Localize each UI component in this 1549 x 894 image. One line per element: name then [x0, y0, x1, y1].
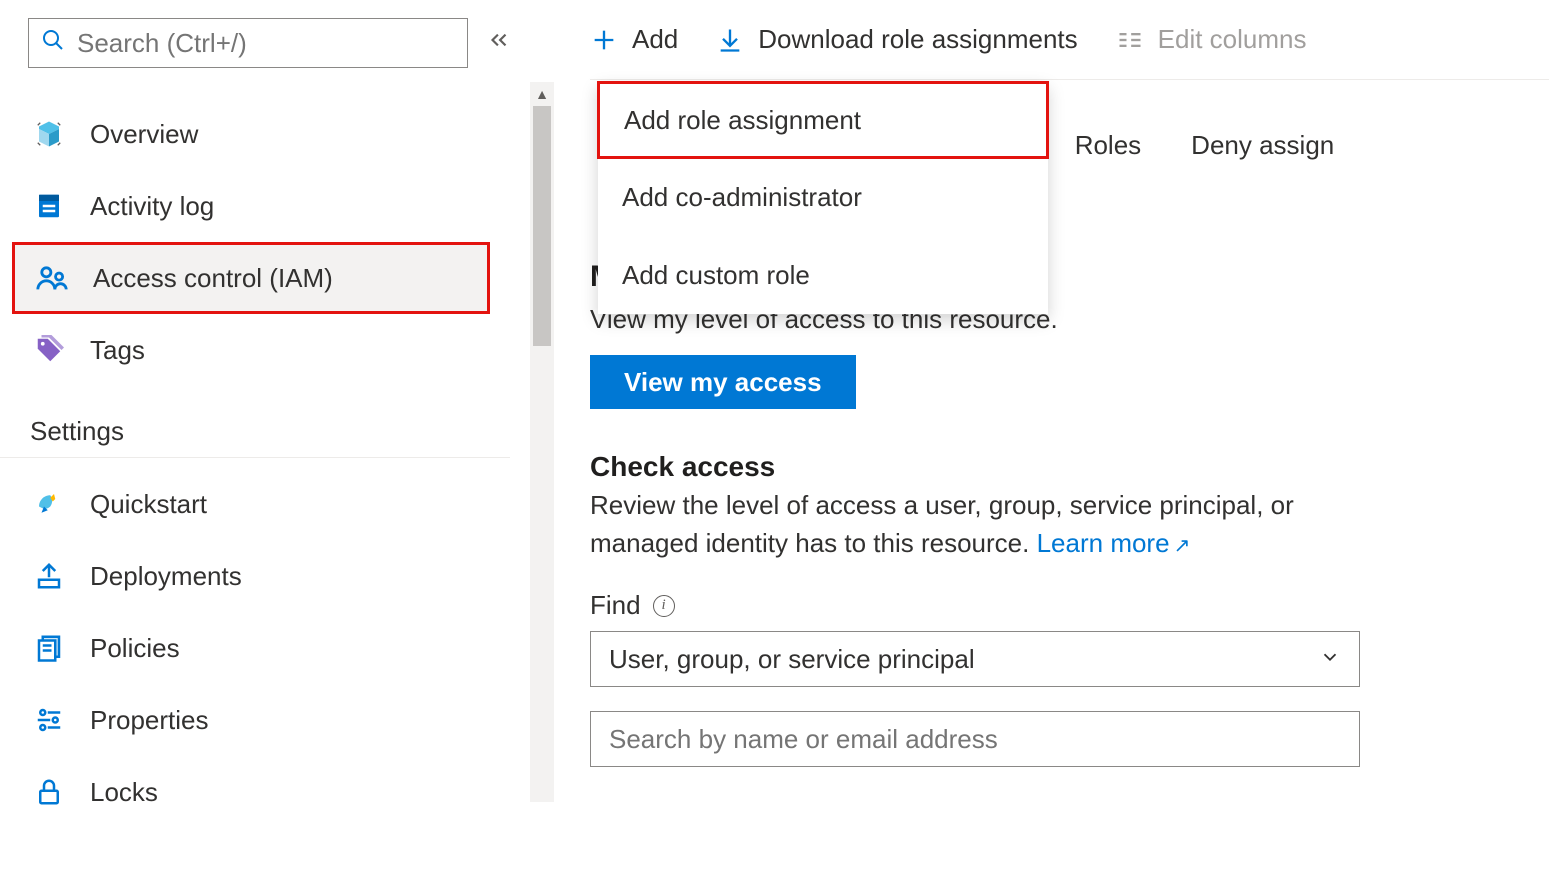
download-role-assignments-button[interactable]: Download role assignments [716, 24, 1077, 55]
learn-more-link[interactable]: Learn more↗ [1037, 528, 1191, 558]
external-link-icon: ↗ [1174, 535, 1191, 557]
sidebar-item-activity-log[interactable]: Activity log [0, 170, 530, 242]
sidebar-item-deployments[interactable]: Deployments [0, 540, 530, 612]
tags-icon [32, 333, 66, 367]
columns-icon [1116, 26, 1144, 54]
tab-deny-assignments[interactable]: Deny assign [1191, 130, 1334, 161]
sidebar-item-label: Access control (IAM) [93, 263, 333, 294]
add-button[interactable]: Add [590, 24, 678, 55]
sidebar-item-access-control[interactable]: Access control (IAM) [12, 242, 490, 314]
check-access-description: Review the level of access a user, group… [590, 487, 1360, 562]
button-label: View my access [624, 367, 822, 398]
plus-icon [590, 26, 618, 54]
log-icon [32, 189, 66, 223]
sidebar: ▲ Overview Activity log Access contr [0, 0, 530, 894]
sidebar-item-label: Deployments [90, 561, 242, 592]
lock-icon [32, 775, 66, 809]
search-icon [41, 28, 65, 59]
sidebar-section-settings: Settings [0, 386, 510, 458]
sidebar-item-label: Tags [90, 335, 145, 366]
menu-item-add-custom-role[interactable]: Add custom role [598, 236, 1048, 314]
main-content: Add Download role assignments Edit colum… [530, 0, 1549, 894]
check-access-heading: Check access [590, 451, 1490, 483]
menu-item-label: Add role assignment [624, 105, 861, 136]
learn-more-label: Learn more [1037, 528, 1170, 558]
command-bar: Add Download role assignments Edit colum… [590, 0, 1549, 80]
toolbar-label: Add [632, 24, 678, 55]
menu-item-label: Add co-administrator [622, 182, 862, 213]
properties-icon [32, 703, 66, 737]
menu-item-label: Add custom role [622, 260, 810, 291]
sidebar-item-label: Policies [90, 633, 180, 664]
menu-item-add-role-assignment[interactable]: Add role assignment [597, 81, 1049, 159]
edit-columns-button[interactable]: Edit columns [1116, 24, 1307, 55]
cube-icon [32, 117, 66, 151]
quickstart-icon [32, 487, 66, 521]
menu-item-add-co-administrator[interactable]: Add co-administrator [598, 158, 1048, 236]
add-dropdown-menu: Add role assignment Add co-administrator… [598, 82, 1048, 314]
toolbar-label: Edit columns [1158, 24, 1307, 55]
sidebar-item-quickstart[interactable]: Quickstart [0, 468, 530, 540]
toolbar-label: Download role assignments [758, 24, 1077, 55]
sidebar-item-label: Activity log [90, 191, 214, 222]
tab-roles[interactable]: Roles [1075, 130, 1141, 161]
sidebar-item-overview[interactable]: Overview [0, 98, 530, 170]
sidebar-item-label: Locks [90, 777, 158, 808]
sidebar-item-locks[interactable]: Locks [0, 756, 530, 828]
download-icon [716, 26, 744, 54]
find-type-dropdown[interactable]: User, group, or service principal [590, 631, 1360, 687]
people-icon [35, 261, 69, 295]
collapse-sidebar-icon[interactable] [486, 27, 512, 60]
sidebar-item-label: Overview [90, 119, 198, 150]
deployments-icon [32, 559, 66, 593]
find-search-input[interactable] [590, 711, 1360, 767]
sidebar-item-label: Quickstart [90, 489, 207, 520]
policies-icon [32, 631, 66, 665]
sidebar-item-properties[interactable]: Properties [0, 684, 530, 756]
view-my-access-button[interactable]: View my access [590, 355, 856, 409]
chevron-down-icon [1319, 644, 1341, 675]
sidebar-item-label: Properties [90, 705, 209, 736]
dropdown-value: User, group, or service principal [609, 644, 975, 675]
sidebar-item-policies[interactable]: Policies [0, 612, 530, 684]
info-icon[interactable]: i [653, 595, 675, 617]
find-label: Find [590, 590, 641, 621]
sidebar-search-box[interactable] [28, 18, 468, 68]
sidebar-item-tags[interactable]: Tags [0, 314, 530, 386]
sidebar-search-input[interactable] [75, 27, 455, 60]
